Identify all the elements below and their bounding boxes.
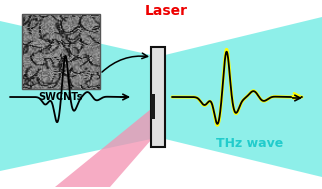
Polygon shape (55, 109, 165, 187)
Text: THz wave: THz wave (216, 137, 284, 150)
Text: SWCNTs: SWCNTs (39, 92, 83, 102)
Bar (22, 14, 100, 89)
Bar (151, 47, 165, 147)
Polygon shape (165, 17, 322, 177)
Polygon shape (0, 21, 151, 171)
Bar (151, 94, 155, 119)
Text: Laser: Laser (145, 4, 187, 18)
